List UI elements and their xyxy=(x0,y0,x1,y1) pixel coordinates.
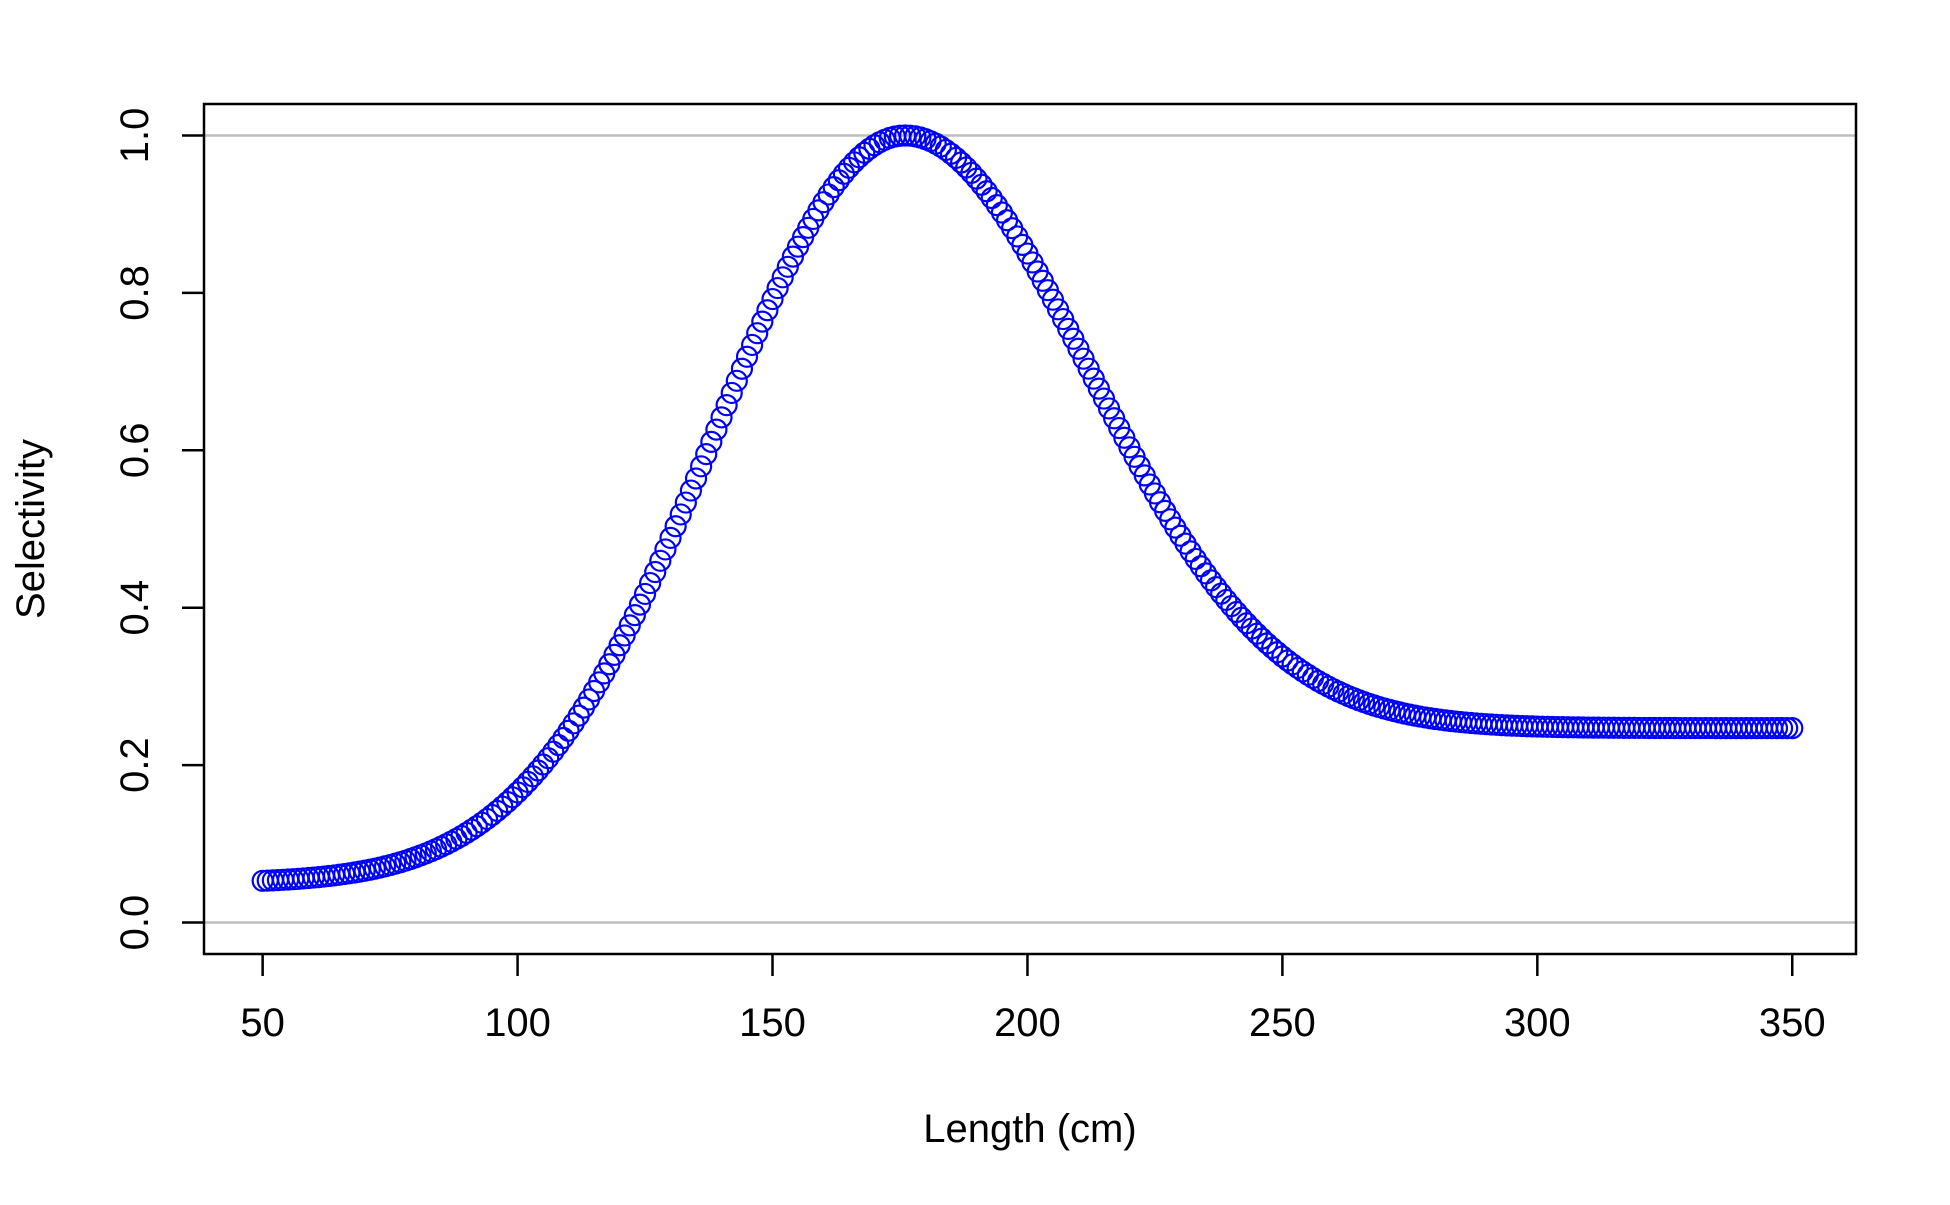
data-point xyxy=(633,582,657,606)
data-point xyxy=(654,538,677,561)
data-point xyxy=(741,333,764,357)
data-point xyxy=(542,740,565,763)
data-point xyxy=(776,255,799,278)
data-point xyxy=(547,733,570,757)
data-point xyxy=(1215,588,1238,612)
x-tick-label: 150 xyxy=(739,1001,806,1045)
data-point xyxy=(644,560,667,584)
data-point xyxy=(756,299,779,322)
x-tick-label: 250 xyxy=(1249,1001,1316,1045)
data-point xyxy=(613,624,636,647)
data-points xyxy=(251,124,1804,892)
y-axis: 0.0 0.2 0.4 0.6 0.8 1.0 xyxy=(113,108,204,951)
x-tick-label: 50 xyxy=(240,1001,285,1045)
x-tick-label: 350 xyxy=(1759,1001,1826,1045)
data-point xyxy=(695,443,718,466)
y-tick-label: 0.8 xyxy=(113,265,157,321)
data-point xyxy=(690,455,713,478)
data-point xyxy=(1082,367,1105,390)
data-point xyxy=(746,322,769,345)
data-point xyxy=(649,549,672,572)
data-point xyxy=(1765,717,1789,740)
y-tick-label: 1.0 xyxy=(113,108,157,164)
data-point xyxy=(1194,562,1218,585)
data-point xyxy=(552,726,575,750)
data-point xyxy=(1072,347,1095,370)
data-point xyxy=(710,406,733,429)
data-point xyxy=(679,479,703,502)
data-point xyxy=(1077,357,1100,380)
data-point xyxy=(664,515,687,538)
data-point xyxy=(980,186,1003,210)
x-tick-label: 200 xyxy=(994,1001,1061,1045)
data-point xyxy=(1220,594,1243,618)
data-point xyxy=(725,369,748,392)
data-point xyxy=(1776,717,1799,740)
data-point xyxy=(730,357,754,380)
data-point xyxy=(735,345,759,368)
data-point xyxy=(623,603,646,627)
data-point xyxy=(751,310,774,333)
data-point xyxy=(639,571,662,595)
y-tick-label: 0.4 xyxy=(113,580,157,636)
data-point xyxy=(761,287,784,311)
data-point xyxy=(669,503,692,526)
plot-frame xyxy=(202,102,1858,956)
data-point xyxy=(970,173,993,196)
data-point xyxy=(618,614,641,637)
data-point xyxy=(1067,337,1090,360)
x-axis-title: Length (cm) xyxy=(923,1107,1136,1151)
y-tick-label: 0.2 xyxy=(113,737,157,793)
reference-lines xyxy=(204,134,1856,924)
x-tick-label: 300 xyxy=(1504,1001,1571,1045)
data-point xyxy=(1770,717,1794,740)
y-tick-label: 0.0 xyxy=(113,895,157,951)
data-point xyxy=(720,381,743,405)
x-tick-label: 100 xyxy=(484,1001,551,1045)
data-point xyxy=(715,394,738,417)
data-point xyxy=(832,162,855,185)
y-tick-label: 0.6 xyxy=(113,422,157,478)
data-point xyxy=(766,276,789,300)
data-point xyxy=(674,491,697,514)
data-point xyxy=(537,747,560,770)
data-point xyxy=(531,753,555,776)
data-point xyxy=(526,759,550,782)
data-point xyxy=(1781,717,1804,740)
data-point xyxy=(1199,569,1223,592)
data-point xyxy=(700,430,723,453)
y-axis-title: Selectivity xyxy=(9,439,53,619)
x-axis: 50 100 150 200 250 300 350 xyxy=(240,954,1826,1045)
data-point xyxy=(985,194,1008,217)
data-point xyxy=(684,467,708,490)
data-point xyxy=(659,526,682,550)
data-point xyxy=(628,593,652,616)
data-point xyxy=(705,418,728,441)
data-point xyxy=(1205,575,1228,599)
data-point xyxy=(1210,582,1233,605)
data-point xyxy=(975,180,998,203)
data-point xyxy=(1184,547,1207,571)
data-point xyxy=(771,266,794,289)
data-point xyxy=(827,169,850,192)
